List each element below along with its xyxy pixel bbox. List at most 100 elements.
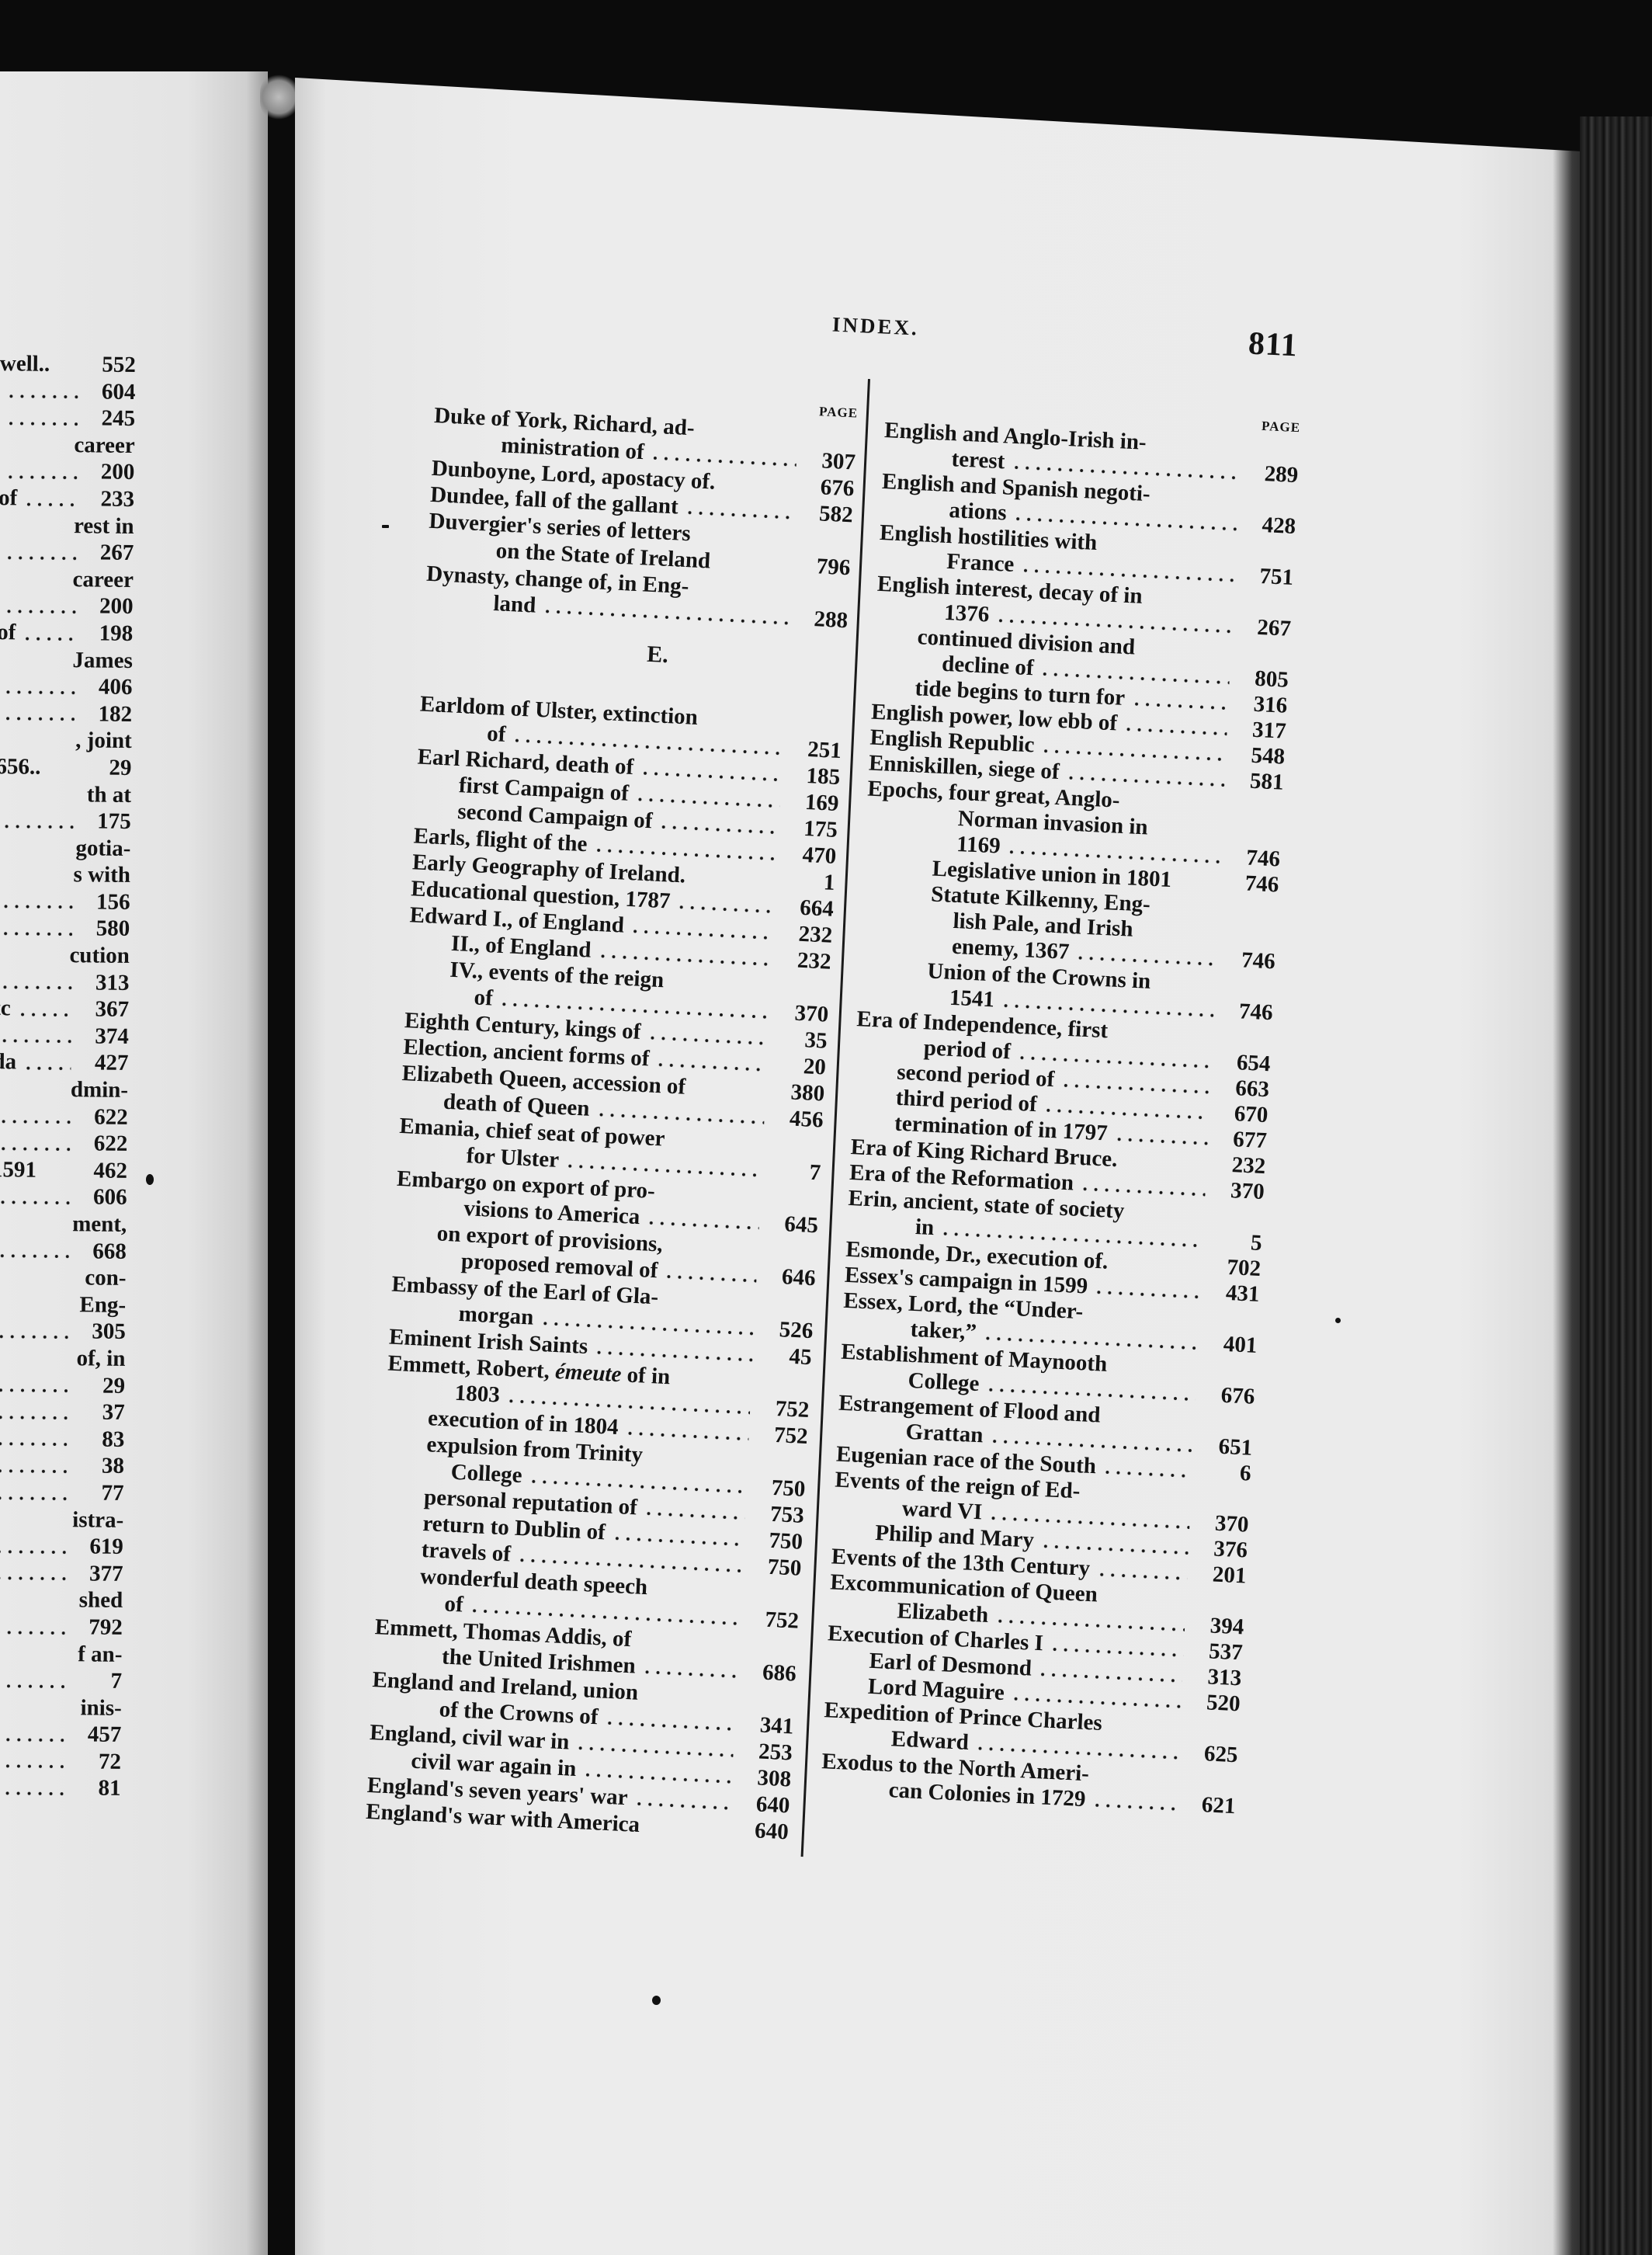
section-letter-heading: E. bbox=[646, 641, 669, 669]
index-entry-line: career bbox=[0, 431, 135, 459]
page-reference: 313 bbox=[95, 970, 130, 995]
entry-text: th at bbox=[86, 781, 132, 808]
page-reference: 7 bbox=[808, 1159, 821, 1186]
page-reference: 581 bbox=[1249, 768, 1285, 795]
page-reference: 582 bbox=[818, 501, 854, 528]
dot-leader bbox=[1088, 1787, 1178, 1817]
ink-speck bbox=[652, 1996, 661, 2005]
index-entry-line: shed bbox=[0, 1586, 123, 1614]
index-entry-line: 792 bbox=[0, 1613, 123, 1641]
page-reference: 313 bbox=[1206, 1664, 1242, 1691]
dot-leader bbox=[0, 807, 74, 835]
page-reference: 805 bbox=[1254, 665, 1289, 693]
page-reference: 200 bbox=[99, 593, 134, 620]
page-reference: 370 bbox=[1214, 1510, 1250, 1538]
page-reference: 288 bbox=[813, 606, 849, 634]
page-reference: 317 bbox=[1251, 717, 1287, 744]
index-entry-line: career bbox=[0, 565, 134, 593]
dot-leader bbox=[0, 672, 75, 700]
entry-text: inis- bbox=[80, 1695, 122, 1721]
index-entry-line: cution bbox=[0, 941, 130, 969]
entry-text: , joint bbox=[75, 728, 132, 754]
index-entry-line: 267 bbox=[0, 538, 134, 566]
page-reference: 750 bbox=[771, 1475, 807, 1502]
entry-text: da bbox=[0, 1049, 17, 1075]
page-reference: 621 bbox=[1201, 1792, 1237, 1819]
index-entry-line: 457 bbox=[0, 1720, 122, 1749]
entry-text: taker,” bbox=[910, 1316, 977, 1345]
index-entry-line: 83 bbox=[0, 1424, 125, 1453]
entry-text: James bbox=[72, 647, 134, 673]
index-entry-line: 622 bbox=[0, 1129, 128, 1157]
page-reference: 253 bbox=[758, 1739, 793, 1766]
index-entry-line: 156 bbox=[0, 888, 130, 916]
page-reference: 537 bbox=[1208, 1638, 1244, 1666]
entry-text: of bbox=[473, 985, 494, 1011]
dot-leader bbox=[0, 1398, 68, 1426]
page-reference: 646 bbox=[781, 1264, 817, 1291]
page-reference: 427 bbox=[94, 1050, 129, 1076]
page-reference: 457 bbox=[87, 1722, 122, 1748]
index-entry-line: ment, bbox=[0, 1210, 127, 1238]
page-reference: 81 bbox=[98, 1776, 121, 1802]
page-reference: 45 bbox=[788, 1343, 813, 1371]
index-entry-line: 604 bbox=[0, 377, 136, 405]
entry-text: career bbox=[72, 566, 134, 592]
page-reference: 677 bbox=[1232, 1127, 1268, 1154]
page-reference: 640 bbox=[755, 1791, 791, 1819]
entry-text: in bbox=[914, 1214, 935, 1241]
index-entry-line: 305 bbox=[0, 1317, 126, 1346]
running-header-title: INDEX. bbox=[831, 312, 920, 340]
page-reference: 367 bbox=[95, 996, 130, 1023]
page-reference: 29 bbox=[109, 755, 132, 780]
index-entry-line: of 198 bbox=[0, 619, 133, 647]
page-reference: 376 bbox=[1213, 1536, 1248, 1563]
page-reference: 251 bbox=[807, 737, 842, 764]
index-entry-line: Eng- bbox=[0, 1291, 126, 1319]
index-entry-line: 72 bbox=[0, 1746, 121, 1775]
spine-smudge bbox=[260, 74, 297, 120]
page-reference: 77 bbox=[101, 1480, 124, 1506]
page-reference: 35 bbox=[803, 1027, 828, 1054]
index-entry-line: 619 bbox=[0, 1532, 123, 1560]
index-entry-line: of, in bbox=[0, 1344, 126, 1372]
page-reference: 401 bbox=[1223, 1331, 1258, 1358]
dot-leader bbox=[0, 1558, 66, 1587]
page-reference: 753 bbox=[769, 1501, 805, 1528]
dot-leader bbox=[19, 1048, 71, 1077]
page-reference: 182 bbox=[98, 701, 133, 727]
entry-text: con- bbox=[85, 1265, 127, 1291]
page-reference: 676 bbox=[820, 474, 856, 502]
dot-leader bbox=[0, 1317, 68, 1346]
index-entry-line: f an- bbox=[0, 1640, 123, 1668]
dot-leader bbox=[0, 1129, 71, 1157]
index-entry-line: 7 bbox=[0, 1666, 122, 1694]
dot-leader bbox=[1109, 1121, 1209, 1152]
page-reference: 308 bbox=[756, 1765, 792, 1792]
page-reference: 1 bbox=[823, 870, 836, 895]
index-entry-line: 175 bbox=[0, 807, 131, 835]
page-reference: 201 bbox=[1212, 1562, 1248, 1589]
page-reference: 622 bbox=[94, 1104, 128, 1130]
index-entry-line: rest in bbox=[0, 512, 134, 540]
page-reference: 796 bbox=[816, 554, 852, 581]
page-reference: 316 bbox=[1252, 691, 1288, 718]
page-reference: 654 bbox=[1236, 1050, 1272, 1077]
dot-leader bbox=[13, 995, 72, 1023]
entry-text: College bbox=[907, 1367, 980, 1397]
dot-leader bbox=[2, 377, 78, 405]
ink-speck bbox=[382, 525, 389, 528]
page-reference: 746 bbox=[1241, 947, 1276, 975]
dot-leader bbox=[1, 538, 77, 566]
dot-leader bbox=[0, 1746, 64, 1775]
page-reference: 792 bbox=[88, 1614, 123, 1640]
page-reference: 198 bbox=[99, 620, 134, 646]
page-reference: 83 bbox=[102, 1426, 125, 1452]
page-reference: 377 bbox=[88, 1561, 123, 1586]
previous-page-fragment bbox=[0, 71, 268, 2255]
page-reference: 752 bbox=[773, 1422, 809, 1450]
entry-text: of bbox=[443, 1591, 464, 1617]
dot-leader bbox=[2, 404, 78, 433]
entry-text: land bbox=[492, 591, 537, 618]
